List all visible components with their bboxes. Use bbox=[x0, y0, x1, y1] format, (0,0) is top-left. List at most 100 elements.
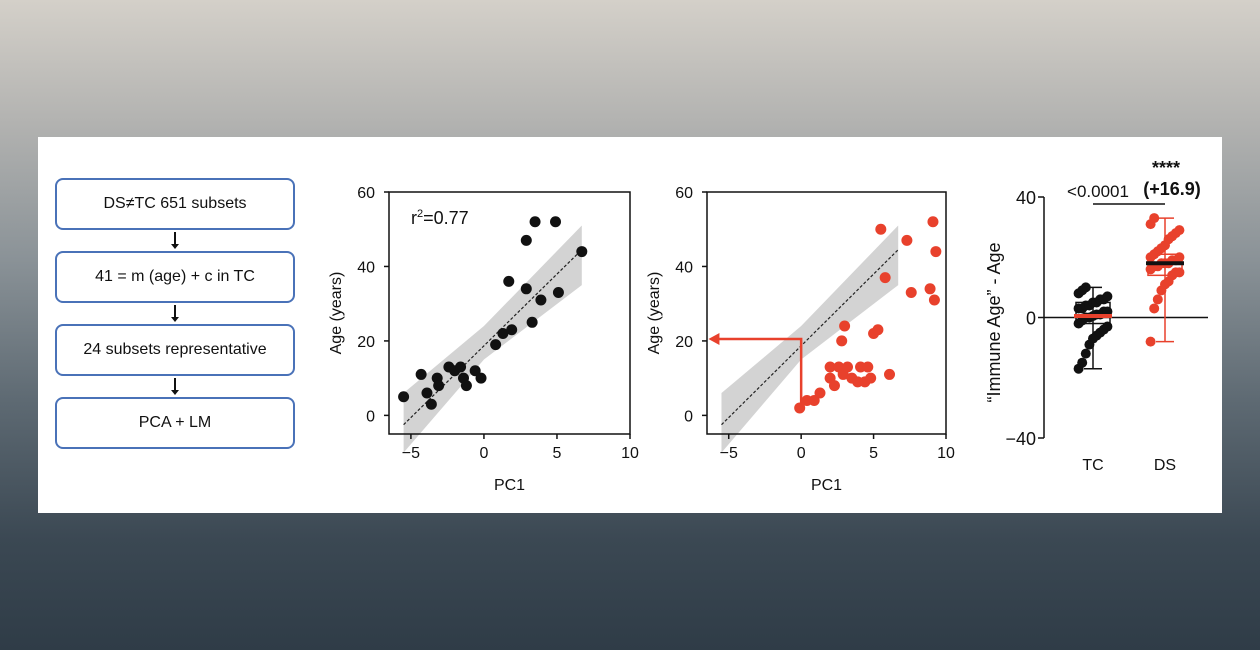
data-point bbox=[469, 365, 481, 377]
data-point bbox=[928, 294, 940, 306]
data-point bbox=[1102, 306, 1113, 317]
data-point bbox=[872, 324, 884, 336]
data-point bbox=[862, 361, 874, 373]
x-axis-label: PC1 bbox=[811, 477, 842, 494]
data-point bbox=[824, 361, 836, 373]
y-tick-label: 40 bbox=[675, 259, 693, 276]
scatter-chart-1: −5 0 5 10 0 20 40 60 PC1 Age (years) r2=0.77 bbox=[328, 185, 639, 494]
y-tick-label: 0 bbox=[1026, 309, 1036, 329]
data-point bbox=[924, 283, 936, 295]
data-point bbox=[455, 361, 467, 373]
data-point bbox=[1174, 225, 1185, 236]
data-point bbox=[808, 394, 820, 406]
data-point bbox=[1174, 252, 1185, 263]
x-axis-label: PC1 bbox=[494, 477, 525, 494]
data-point bbox=[529, 216, 541, 228]
data-point bbox=[520, 283, 532, 295]
data-point bbox=[490, 339, 502, 351]
data-point bbox=[550, 216, 562, 228]
y-tick-label: 0 bbox=[684, 408, 693, 425]
data-point bbox=[842, 361, 854, 373]
x-tick-label: 5 bbox=[553, 445, 562, 462]
x-tick-label: DS bbox=[1154, 457, 1176, 474]
data-point bbox=[526, 316, 538, 328]
data-point bbox=[1102, 291, 1113, 302]
data-point bbox=[1077, 357, 1088, 368]
flow-step-1-label: DS≠TC 651 subsets bbox=[103, 195, 247, 212]
y-tick-label: −40 bbox=[1005, 429, 1036, 449]
regression-line bbox=[403, 249, 583, 426]
data-point bbox=[839, 320, 851, 332]
data-point bbox=[433, 380, 445, 392]
data-point bbox=[415, 368, 427, 380]
data-point bbox=[884, 368, 896, 380]
x-tick-label: −5 bbox=[720, 445, 738, 462]
data-point bbox=[1149, 213, 1160, 224]
y-axis-label: Age (years) bbox=[646, 272, 663, 355]
data-point bbox=[814, 387, 826, 399]
data-point bbox=[901, 234, 913, 246]
x-tick-label: 10 bbox=[621, 445, 639, 462]
data-point bbox=[905, 287, 917, 299]
r-squared-annotation: r2=0.77 bbox=[411, 208, 469, 228]
data-point bbox=[1080, 282, 1091, 293]
flow-step-4-label: PCA + LM bbox=[138, 414, 212, 431]
y-axis-label: “Immune Age” - Age bbox=[984, 242, 1004, 402]
significance-stars: **** bbox=[1152, 158, 1180, 178]
figure-panel: DS≠TC 651 subsets 41 = m (age) + c in TC… bbox=[38, 137, 1222, 513]
data-point bbox=[398, 391, 410, 403]
data-point bbox=[535, 294, 547, 306]
flow-step-4: PCA + LM bbox=[55, 397, 295, 449]
y-tick-label: 0 bbox=[366, 408, 375, 425]
y-tick-label: 40 bbox=[357, 259, 375, 276]
flow-step-2: 41 = m (age) + c in TC bbox=[55, 251, 295, 303]
flow-step-1: DS≠TC 651 subsets bbox=[55, 178, 295, 230]
x-tick-label: 10 bbox=[937, 445, 955, 462]
data-point bbox=[503, 275, 515, 287]
data-point bbox=[1080, 348, 1091, 359]
data-point bbox=[576, 246, 588, 258]
data-point bbox=[879, 272, 891, 284]
data-point bbox=[828, 380, 840, 392]
data-point bbox=[875, 223, 887, 235]
x-tick-label: TC bbox=[1082, 457, 1103, 474]
y-tick-label: 20 bbox=[675, 334, 693, 351]
projection-arrow-line bbox=[716, 337, 803, 408]
data-point bbox=[1174, 267, 1185, 278]
data-point bbox=[475, 372, 487, 384]
x-tick-label: 0 bbox=[479, 445, 488, 462]
x-tick-label: 5 bbox=[869, 445, 878, 462]
flow-step-3: 24 subsets representative bbox=[55, 324, 295, 376]
flow-arrow-2 bbox=[171, 305, 179, 322]
data-point bbox=[1145, 336, 1156, 347]
flow-arrow-3 bbox=[171, 378, 179, 395]
data-point bbox=[927, 216, 939, 228]
data-point bbox=[497, 327, 509, 339]
data-point bbox=[506, 324, 518, 336]
flow-step-3-label: 24 subsets representative bbox=[83, 341, 267, 358]
y-tick-label: 40 bbox=[1016, 188, 1036, 208]
data-point bbox=[425, 398, 437, 410]
data-point bbox=[421, 387, 433, 399]
data-point bbox=[836, 335, 848, 347]
data-point bbox=[460, 380, 472, 392]
data-point bbox=[1102, 321, 1113, 332]
flow-step-2-label: 41 = m (age) + c in TC bbox=[95, 268, 255, 285]
confidence-band bbox=[403, 225, 582, 453]
data-point bbox=[552, 287, 564, 299]
data-point bbox=[930, 246, 942, 258]
data-point bbox=[520, 234, 532, 246]
plot-frame bbox=[706, 191, 947, 435]
x-tick-label: 0 bbox=[797, 445, 806, 462]
y-tick-label: 60 bbox=[675, 185, 693, 202]
data-point bbox=[1149, 303, 1160, 314]
box-plot-chart: TC DS −40 0 40 “Immune Age” - Age <0.0001 ****(… bbox=[984, 158, 1208, 474]
plot-frame bbox=[388, 191, 631, 435]
flow-arrow-1 bbox=[171, 232, 179, 249]
x-tick-label: −5 bbox=[402, 445, 420, 462]
confidence-band bbox=[721, 225, 899, 453]
regression-line bbox=[721, 249, 899, 426]
y-axis-label: Age (years) bbox=[328, 272, 345, 355]
projection-arrow-head bbox=[708, 333, 720, 346]
y-tick-label: 20 bbox=[357, 334, 375, 351]
